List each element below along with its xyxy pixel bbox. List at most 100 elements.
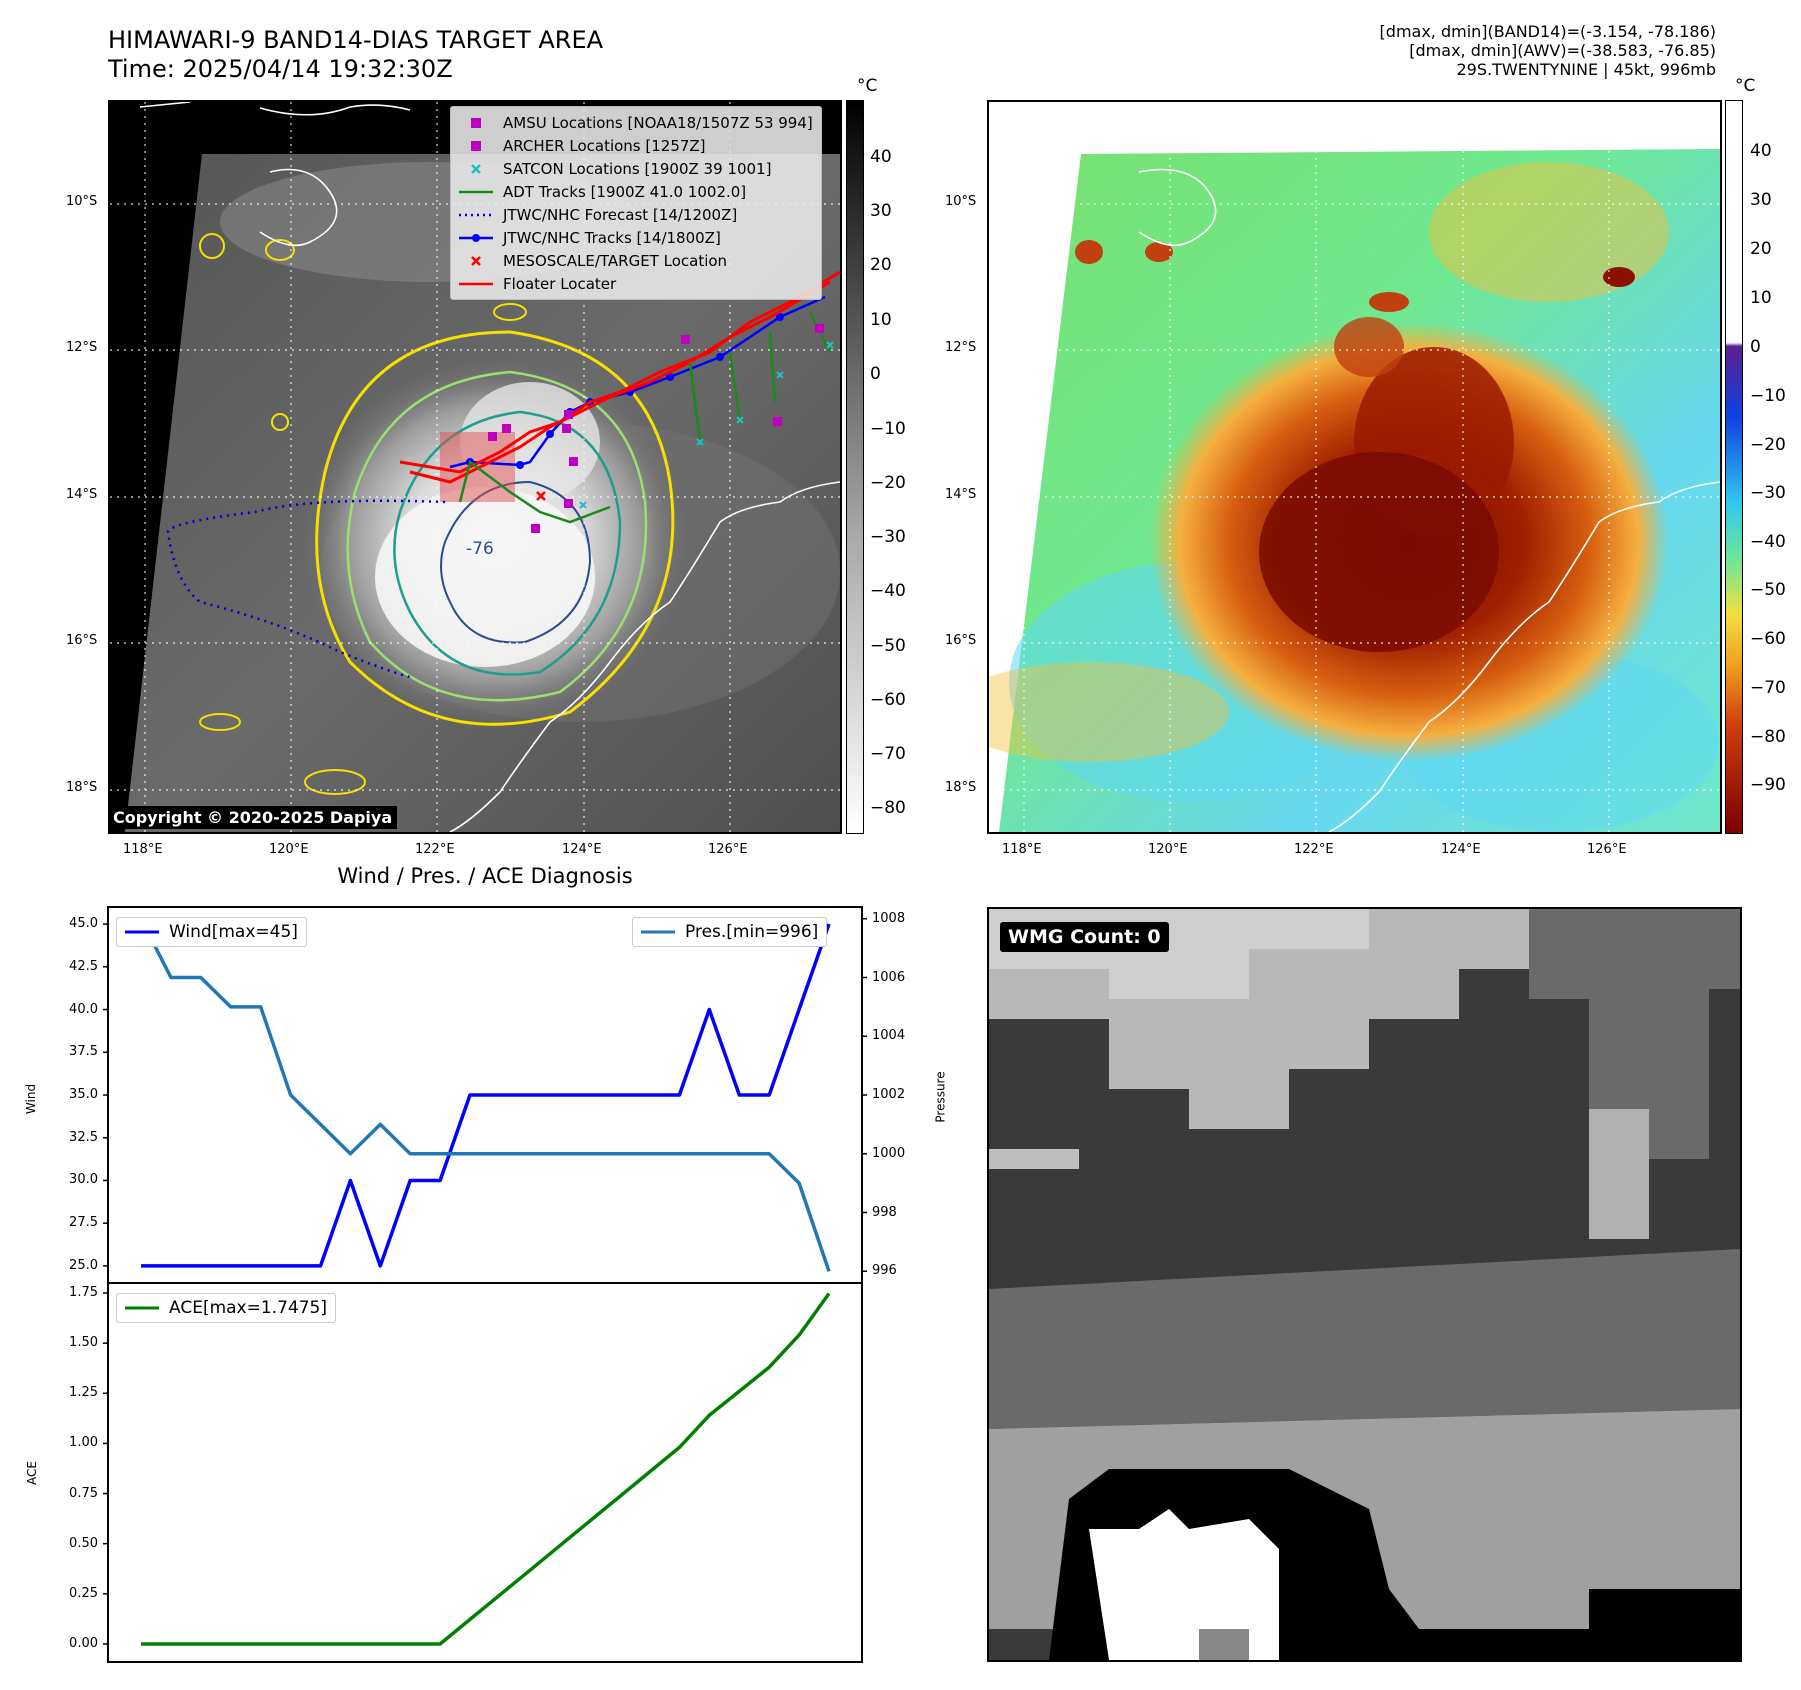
colorbar-tick-label: −90	[1750, 775, 1786, 795]
legend-symbol	[459, 186, 493, 198]
figure-title: HIMAWARI-9 BAND14-DIAS TARGET AREA Time:…	[108, 26, 603, 84]
lat-tick-label: 18°S	[945, 780, 977, 795]
lat-tick-label: 12°S	[945, 340, 977, 355]
lon-tick-label: 120°E	[1148, 842, 1188, 857]
info-line-1: [dmax, dmin](BAND14)=(-3.154, -78.186)	[1379, 22, 1716, 41]
wind-series-line	[141, 923, 831, 1268]
legend-symbol	[459, 255, 493, 267]
contour-label: -76	[466, 539, 494, 559]
axis-tick-label: 35.0	[69, 1087, 98, 1102]
ace-legend: ACE[max=1.7475]	[116, 1293, 336, 1323]
legend-symbol	[459, 117, 493, 129]
axis-tick-label: 0.75	[69, 1485, 98, 1501]
lon-tick-label: 124°E	[562, 842, 602, 857]
legend-label: JTWC/NHC Tracks [14/1800Z]	[503, 228, 721, 247]
colorbar-tick-label: 40	[870, 147, 892, 167]
colorbar-tick-label: 0	[1750, 337, 1761, 357]
lat-tick-label: 14°S	[66, 487, 98, 502]
lon-tick-label: 122°E	[1294, 842, 1334, 857]
axis-tick-label: 1.75	[69, 1285, 98, 1301]
awv-map-image	[989, 102, 1720, 832]
legend-label: MESOSCALE/TARGET Location	[503, 251, 728, 270]
legend-symbol	[459, 140, 493, 152]
legend-symbol	[459, 278, 493, 290]
lon-tick-label: 118°E	[123, 842, 163, 857]
axis-tick-label: 37.5	[69, 1044, 98, 1060]
axis-tick-label: 1.25	[69, 1385, 98, 1401]
colorbar-tick-label: 10	[1750, 288, 1772, 308]
axis-tick-label: 25.0	[69, 1257, 98, 1273]
axis-tick-label: 1006	[872, 969, 906, 985]
colorbar-tick-label: 10	[870, 310, 892, 330]
legend-label: JTWC/NHC Forecast [14/1200Z]	[503, 205, 738, 224]
lat-tick-label: 14°S	[945, 487, 977, 502]
colorbar-tick-label: −40	[1750, 532, 1786, 552]
lat-tick-label: 16°S	[66, 633, 98, 648]
lat-tick-label: 10°S	[66, 194, 98, 209]
colorbar-tick-label: −60	[1750, 629, 1786, 649]
colorbar-tick-label: −20	[870, 473, 906, 493]
legend-label: SATCON Locations [1900Z 39 1001]	[503, 159, 772, 178]
wind-axis-label: Wind	[24, 1083, 39, 1115]
legend-label: ARCHER Locations [1257Z]	[503, 136, 706, 155]
storm-info: [dmax, dmin](BAND14)=(-3.154, -78.186) […	[1380, 22, 1716, 79]
colorbar-tick-label: −10	[870, 419, 906, 439]
lat-tick-label: 18°S	[66, 780, 98, 795]
colorbar-tick-label: 20	[1750, 239, 1772, 259]
legend-item: JTWC/NHC Forecast [14/1200Z]	[459, 203, 813, 226]
axis-tick-label: 998	[872, 1204, 897, 1220]
axis-tick-label: 1.00	[69, 1435, 98, 1451]
axis-tick-label: 27.5	[69, 1215, 98, 1231]
ace-axis-label: ACE	[24, 1461, 39, 1485]
lon-tick-label: 122°E	[415, 842, 455, 857]
colorbar-tick-label: −80	[870, 798, 906, 818]
copyright-label: Copyright © 2020-2025 Dapiya	[108, 806, 398, 829]
legend-item: Floater Locater	[459, 272, 813, 295]
axis-tick-label: 1008	[872, 910, 906, 926]
lon-tick-label: 120°E	[269, 842, 309, 857]
colorbar-tick-label: −10	[1750, 386, 1786, 406]
legend-label: AMSU Locations [NOAA18/1507Z 53 994]	[503, 113, 813, 132]
chart-title: Wind / Pres. / ACE Diagnosis	[337, 864, 633, 888]
info-line-3: 29S.TWENTYNINE | 45kt, 996mb	[1456, 60, 1717, 79]
axis-tick-label: 40.0	[69, 1001, 98, 1017]
colorbar-tick-label: −80	[1750, 727, 1786, 747]
axis-tick-label: 45.0	[69, 916, 98, 932]
colorbar-1	[846, 100, 864, 834]
colorbar-tick-label: 30	[1750, 190, 1772, 210]
axis-tick-label: 0.50	[69, 1535, 98, 1551]
lon-tick-label: 118°E	[1002, 842, 1042, 857]
axis-tick-label: 1002	[872, 1087, 906, 1102]
pressure-legend: Pres.[min=996]	[632, 917, 828, 947]
colorbar-tick-label: −70	[870, 744, 906, 764]
pressure-series-line	[139, 917, 831, 1272]
ace-series-line	[141, 1292, 831, 1646]
colorbar-tick-label: 20	[870, 255, 892, 275]
axis-tick-label: 1004	[872, 1028, 906, 1044]
colorbar-tick-label: −20	[1750, 435, 1786, 455]
lon-tick-label: 126°E	[1587, 842, 1627, 857]
ace-legend-line	[125, 1303, 159, 1313]
colorbar-tick-label: 0	[870, 364, 881, 384]
legend-item: JTWC/NHC Tracks [14/1800Z]	[459, 226, 813, 249]
legend-item: ADT Tracks [1900Z 41.0 1002.0]	[459, 180, 813, 203]
map-legend: AMSU Locations [NOAA18/1507Z 53 994] ARCH…	[450, 106, 822, 300]
title-line-2: Time: 2025/04/14 19:32:30Z	[108, 55, 453, 83]
lon-tick-label: 124°E	[1441, 842, 1481, 857]
legend-item: SATCON Locations [1900Z 39 1001]	[459, 157, 813, 180]
legend-label: ADT Tracks [1900Z 41.0 1002.0]	[503, 182, 747, 201]
bottom-panel-frame	[107, 1282, 863, 1663]
colorbar-tick-label: −40	[870, 581, 906, 601]
colorbar-1-unit: °C	[857, 76, 878, 96]
legend-symbol	[459, 232, 493, 244]
pressure-legend-label: Pres.[min=996]	[685, 922, 819, 942]
colorbar-2-unit: °C	[1735, 76, 1756, 96]
ace-legend-label: ACE[max=1.7475]	[169, 1298, 327, 1318]
legend-item: ARCHER Locations [1257Z]	[459, 134, 813, 157]
colorbar-tick-label: −30	[1750, 483, 1786, 503]
colorbar-2	[1725, 100, 1743, 834]
colorbar-tick-label: 40	[1750, 141, 1772, 161]
colorbar-tick-label: −30	[870, 527, 906, 547]
wind-legend-line	[125, 927, 159, 937]
wmg-panel	[987, 907, 1742, 1662]
